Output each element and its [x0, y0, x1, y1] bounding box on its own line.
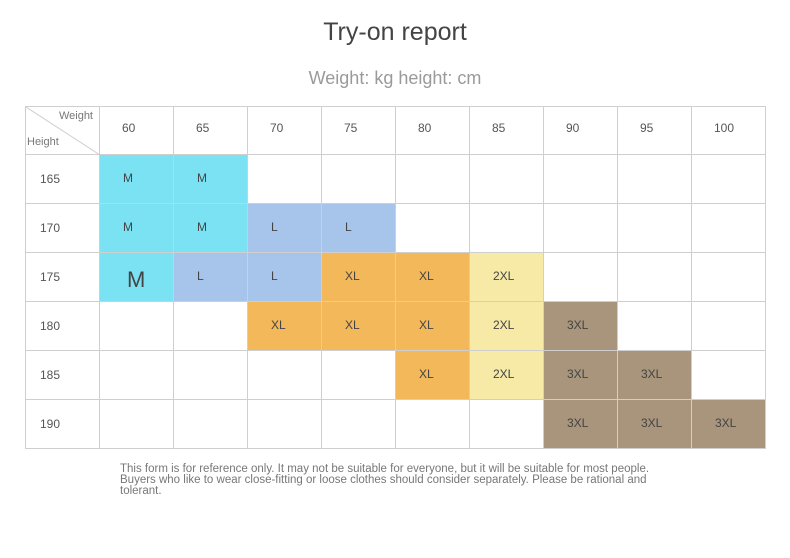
size-row: 165 M M	[25, 154, 766, 204]
size-cell: 3XL	[543, 399, 618, 449]
size-cell: 2XL	[469, 350, 544, 400]
size-cell: 3XL	[543, 301, 618, 351]
size-cell	[395, 399, 470, 449]
size-cell	[395, 203, 470, 253]
weight-header-cell: 80	[395, 106, 470, 155]
size-cell	[691, 350, 766, 400]
weight-axis-label: Weight	[58, 110, 93, 122]
size-cell	[543, 154, 618, 204]
size-cell	[321, 154, 396, 204]
weight-header-cell: 60	[99, 106, 174, 155]
disclaimer-note: This form is for reference only. It may …	[120, 463, 650, 497]
diagonal-divider-icon	[26, 107, 99, 154]
size-cell	[469, 399, 544, 449]
size-cell: 3XL	[617, 350, 692, 400]
weight-header-cell: 65	[173, 106, 248, 155]
height-label-cell: 190	[25, 399, 100, 449]
size-cell	[173, 350, 248, 400]
size-cell: XL	[247, 301, 322, 351]
height-label-cell: 170	[25, 203, 100, 253]
size-cell	[99, 301, 174, 351]
size-cell	[691, 252, 766, 302]
size-cell	[691, 154, 766, 204]
size-cell: L	[247, 252, 322, 302]
weight-header-cell: 85	[469, 106, 544, 155]
size-cell: M	[173, 203, 248, 253]
size-cell: M	[99, 252, 174, 302]
size-cell: L	[321, 203, 396, 253]
size-cell: 2XL	[469, 252, 544, 302]
weight-header-cell: 100	[691, 106, 766, 155]
size-cell	[173, 301, 248, 351]
size-cell: 2XL	[469, 301, 544, 351]
height-label-cell: 175	[25, 252, 100, 302]
size-cell	[247, 350, 322, 400]
size-cell: M	[99, 203, 174, 253]
size-cell: 3XL	[543, 350, 618, 400]
weight-header-cell: 70	[247, 106, 322, 155]
weight-header-row: Weight Height 60 65 70 75 80 85 90 95 10…	[25, 106, 766, 155]
height-label-cell: 165	[25, 154, 100, 204]
size-row: 170 M M L L	[25, 203, 766, 253]
size-cell	[617, 252, 692, 302]
page-title: Try-on report	[323, 18, 467, 46]
size-cell	[543, 203, 618, 253]
height-label-cell: 185	[25, 350, 100, 400]
size-cell: M	[99, 154, 174, 204]
height-label-cell: 180	[25, 301, 100, 351]
size-row: 190 3XL 3XL 3XL	[25, 399, 766, 449]
size-cell	[395, 154, 470, 204]
size-row: 185 XL 2XL 3XL 3XL	[25, 350, 766, 400]
size-cell: M	[173, 154, 248, 204]
size-cell: 3XL	[691, 399, 766, 449]
weight-header-cell: 90	[543, 106, 618, 155]
size-cell	[321, 350, 396, 400]
weight-header-cell: 95	[617, 106, 692, 155]
size-chart-table: Weight Height 60 65 70 75 80 85 90 95 10…	[25, 106, 766, 449]
size-cell	[543, 252, 618, 302]
size-cell	[691, 301, 766, 351]
size-cell: XL	[395, 350, 470, 400]
size-cell: XL	[321, 252, 396, 302]
corner-cell: Weight Height	[25, 106, 100, 155]
units-subtitle: Weight: kg height: cm	[308, 68, 482, 88]
size-cell	[99, 350, 174, 400]
size-cell	[691, 203, 766, 253]
size-cell	[99, 399, 174, 449]
size-cell: 3XL	[617, 399, 692, 449]
size-cell	[617, 154, 692, 204]
size-cell	[469, 154, 544, 204]
size-cell: XL	[321, 301, 396, 351]
size-cell	[617, 203, 692, 253]
size-cell	[617, 301, 692, 351]
size-cell	[173, 399, 248, 449]
size-cell: L	[173, 252, 248, 302]
size-cell	[247, 399, 322, 449]
size-row: 175 M L L XL XL 2XL	[25, 252, 766, 302]
weight-header-cell: 75	[321, 106, 396, 155]
size-cell: XL	[395, 252, 470, 302]
size-cell	[469, 203, 544, 253]
size-cell	[321, 399, 396, 449]
size-cell: L	[247, 203, 322, 253]
size-cell: XL	[395, 301, 470, 351]
size-row: 180 XL XL XL 2XL 3XL	[25, 301, 766, 351]
height-axis-label: Height	[27, 136, 59, 148]
size-cell	[247, 154, 322, 204]
